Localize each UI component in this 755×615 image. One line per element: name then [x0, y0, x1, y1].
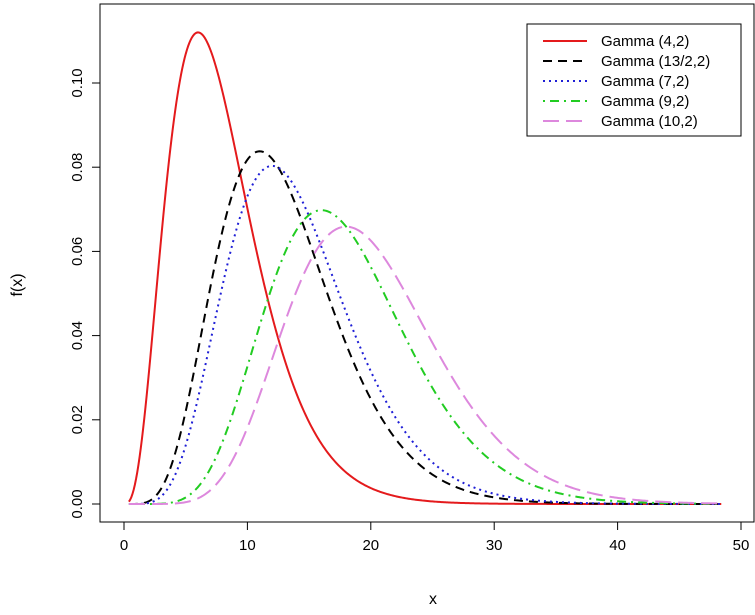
legend: Gamma (4,2) Gamma (13/2,2) Gamma (7,2) Gamm…: [526, 23, 742, 137]
y-tick-label: 0.08: [69, 153, 86, 182]
x-tick-label: 0: [120, 537, 128, 554]
x-tick-label: 20: [362, 537, 379, 554]
plot-area: [99, 3, 755, 523]
x-tick-label: 30: [486, 537, 503, 554]
y-axis-label: f(x): [9, 273, 26, 296]
y-tick-label: 0.10: [69, 68, 86, 97]
legend-entry-label: Gamma (13/2,2): [601, 53, 710, 70]
legend-entry-label: Gamma (4,2): [601, 33, 689, 50]
x-tick-label: 50: [733, 537, 750, 554]
y-tick-label: 0.04: [69, 321, 86, 350]
legend-entry-label: Gamma (7,2): [601, 73, 689, 90]
y-tick-label: 0.02: [69, 405, 86, 434]
x-tick-label: 10: [239, 537, 256, 554]
series-line-3: [128, 164, 722, 505]
series-line-4: [128, 209, 722, 505]
series-line-5: [128, 225, 722, 505]
x-axis-label: x: [429, 591, 437, 608]
legend-entry-label: Gamma (9,2): [601, 93, 689, 110]
legend-entry-label: Gamma (10,2): [601, 113, 698, 130]
y-tick-label: 0.00: [69, 489, 86, 518]
y-tick-label: 0.06: [69, 237, 86, 266]
x-tick-label: 40: [609, 537, 626, 554]
